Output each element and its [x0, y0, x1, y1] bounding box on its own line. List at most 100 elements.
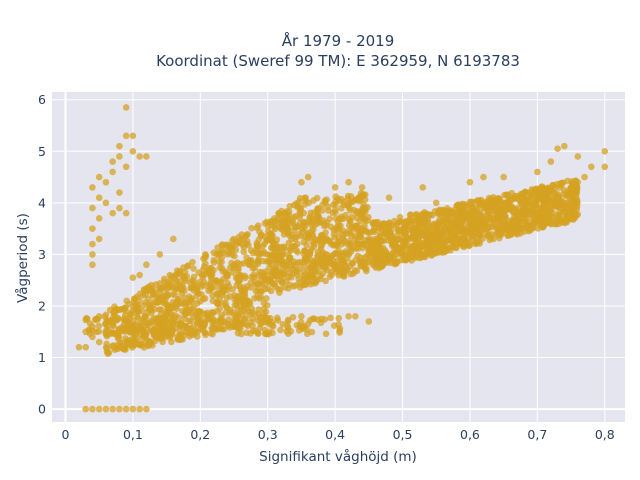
scatter-point: [322, 277, 329, 285]
scatter-point: [438, 208, 446, 215]
scatter-point: [345, 312, 352, 320]
scatter-point: [150, 290, 157, 298]
scatter-point: [303, 241, 310, 249]
scatter-point: [301, 262, 308, 270]
scatter-point: [148, 309, 155, 317]
scatter-point: [296, 198, 303, 205]
scatter-point: [292, 233, 300, 241]
scatter-point: [255, 306, 262, 313]
scatter-point: [351, 223, 358, 230]
scatter-point: [317, 232, 325, 239]
scatter-point: [220, 275, 227, 282]
scatter-point: [307, 221, 315, 229]
scatter-point: [475, 238, 483, 245]
scatter-point: [136, 290, 144, 298]
scatter-point: [309, 257, 317, 264]
scatter-point: [364, 204, 371, 211]
scatter-point: [234, 322, 242, 329]
scatter-point: [534, 168, 541, 176]
scatter-point: [129, 405, 137, 413]
scatter-point: [263, 302, 271, 309]
scatter-point: [261, 220, 269, 227]
scatter-point: [177, 286, 185, 293]
scatter-point: [190, 273, 198, 281]
scatter-point: [116, 142, 123, 150]
scatter-point: [346, 217, 354, 225]
scatter-point: [285, 215, 293, 222]
scatter-point: [344, 192, 352, 200]
scatter-point: [231, 252, 238, 260]
scatter-point: [140, 341, 147, 348]
scatter-point: [370, 228, 378, 236]
scatter-point: [285, 239, 293, 247]
y-tick-label: 2: [38, 298, 46, 313]
scatter-point: [428, 211, 436, 219]
scatter-point: [224, 250, 231, 258]
scatter-point: [173, 267, 181, 274]
scatter-point: [304, 173, 312, 181]
chart-title-line2: Koordinat (Sweref 99 TM): E 362959, N 61…: [156, 52, 520, 70]
scatter-point: [298, 178, 305, 186]
scatter-point: [356, 240, 364, 248]
scatter-point: [432, 240, 439, 248]
scatter-point: [89, 333, 96, 341]
scatter-point: [116, 306, 124, 313]
scatter-point: [264, 285, 272, 293]
scatter-point: [227, 306, 234, 314]
scatter-point: [389, 248, 397, 256]
scatter-point: [476, 197, 483, 204]
scatter-point: [369, 246, 377, 253]
scatter-point: [319, 260, 327, 268]
scatter-point: [172, 285, 180, 293]
scatter-point: [109, 209, 116, 217]
scatter-point: [95, 312, 103, 320]
scatter-point: [407, 211, 415, 219]
scatter-point: [184, 263, 191, 270]
scatter-point: [432, 233, 439, 241]
scatter-point: [208, 271, 216, 279]
scatter-point: [318, 207, 326, 214]
scatter-point: [296, 208, 304, 216]
scatter-point: [240, 298, 248, 305]
scatter-point: [365, 214, 372, 221]
scatter-point: [569, 216, 577, 223]
scatter-point: [557, 181, 565, 189]
scatter-point: [501, 202, 509, 209]
scatter-point: [150, 332, 158, 339]
scatter-point: [285, 208, 293, 216]
scatter-point: [442, 238, 449, 245]
scatter-point: [357, 233, 365, 241]
scatter-point: [468, 198, 475, 206]
scatter-point: [308, 263, 315, 270]
scatter-point: [364, 242, 371, 250]
scatter-point: [89, 405, 96, 413]
scatter-point: [500, 173, 507, 181]
scatter-point: [89, 184, 96, 191]
scatter-point: [240, 260, 247, 267]
scatter-point: [298, 312, 305, 320]
scatter-point: [324, 251, 331, 259]
scatter-point: [506, 229, 513, 236]
scatter-point: [331, 184, 339, 191]
scatter-point: [335, 314, 343, 322]
scatter-point: [421, 209, 428, 216]
scatter-point: [279, 320, 287, 328]
scatter-point: [530, 186, 538, 194]
scatter-point: [247, 318, 255, 326]
scatter-point: [275, 243, 283, 251]
scatter-point: [268, 222, 275, 229]
scatter-point: [345, 178, 352, 186]
scatter-point: [116, 204, 123, 212]
scatter-point: [207, 330, 215, 337]
scatter-point: [310, 242, 318, 250]
scatter-point: [565, 198, 572, 206]
scatter-point: [601, 147, 609, 155]
scatter-point: [547, 158, 555, 165]
scatter-point: [387, 227, 395, 235]
x-tick-label: 0: [62, 427, 70, 442]
scatter-point: [102, 328, 109, 336]
scatter-point: [134, 304, 142, 311]
scatter-point: [130, 342, 138, 349]
scatter-point: [195, 307, 203, 315]
scatter-point: [305, 199, 313, 207]
